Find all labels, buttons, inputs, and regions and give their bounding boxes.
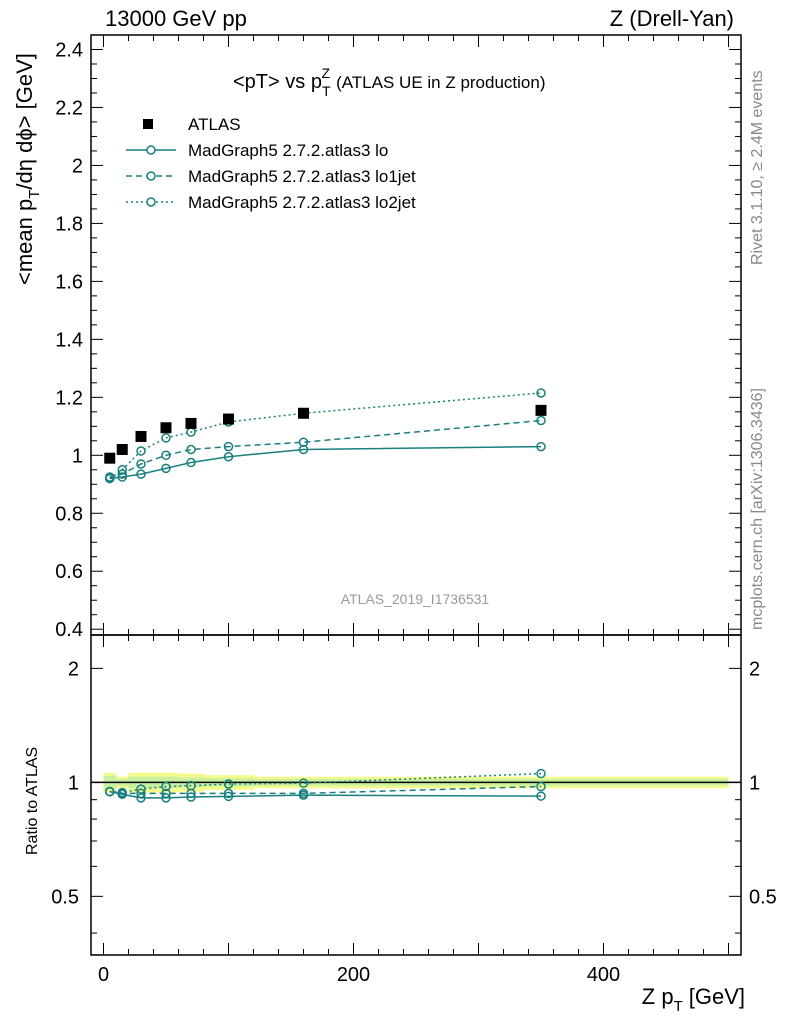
series-point-1 — [136, 459, 146, 469]
ratio-point-0 — [536, 791, 546, 801]
chart-title-rest: (ATLAS UE in Z production) — [336, 73, 545, 92]
series-point-0 — [117, 472, 127, 482]
series-point-1 — [536, 415, 546, 426]
chart-title-main: <pT> vs p — [233, 71, 322, 93]
ratio-point-2 — [536, 768, 546, 779]
y-axis-label: <mean pT/dη dϕ> [GeV] — [12, 53, 43, 285]
ratio-point-1 — [536, 781, 546, 792]
x-tick-label: 400 — [587, 964, 620, 986]
y-axis-label-post: /dη dϕ> [GeV] — [12, 53, 37, 189]
series-point-1 — [298, 437, 309, 447]
legend-label-0: MadGraph5 2.7.2.atlas3 lo — [188, 141, 388, 160]
ratio-point-2 — [117, 787, 127, 798]
ratio-y-axis-label: Ratio to ATLAS — [24, 747, 41, 855]
legend-marker-2 — [146, 197, 156, 207]
ratio-point-1 — [223, 788, 234, 799]
series-point-0 — [136, 469, 146, 479]
x-tick-label: 200 — [337, 964, 370, 986]
atlas-point — [223, 413, 234, 425]
ratio-tick-label: 0.5 — [51, 886, 79, 908]
ratio-tick-label: 0.5 — [749, 886, 777, 908]
y-tick-label: 1.4 — [55, 329, 83, 351]
y-tick-label: 2.2 — [55, 97, 83, 119]
x-axis-label: Z pT [GeV] — [642, 984, 745, 1015]
legend-label-1: MadGraph5 2.7.2.atlas3 lo1jet — [188, 167, 416, 186]
ratio-frame — [90, 634, 742, 956]
y-tick-label: 0.4 — [55, 619, 83, 641]
legend-label-2: MadGraph5 2.7.2.atlas3 lo2jet — [188, 193, 416, 212]
series-point-1 — [186, 444, 196, 455]
rivet-label: Rivet 3.1.10, ≥ 2.4M events — [749, 70, 766, 265]
series-point-2 — [105, 473, 115, 484]
atlas-point — [135, 430, 147, 442]
ratio-panel: 0 200 400 0.5 0.5 1 1 2 2 — [51, 634, 777, 986]
energy-label: 13000 GeV pp — [105, 6, 247, 31]
y-tick-label: 2 — [72, 155, 83, 177]
ratio-point-1 — [298, 788, 309, 799]
ratio-point-0 — [161, 793, 171, 803]
chart-title-sub: T — [322, 83, 331, 99]
ratio-tick-label: 2 — [68, 658, 79, 680]
atlas-point — [185, 417, 197, 429]
chart-title-sup: Z — [322, 65, 331, 81]
legend-marker-1 — [146, 171, 156, 181]
x-axis-label-sub: T — [674, 998, 683, 1015]
ratio-point-1 — [161, 788, 171, 799]
atlas-point — [535, 404, 547, 416]
series-point-2 — [117, 465, 127, 475]
ratio-point-2 — [223, 779, 234, 789]
analysis-label: ATLAS_2019_I1736531 — [341, 591, 490, 607]
ratio-point-2 — [136, 784, 146, 794]
y-axis-label-sub: T — [26, 190, 43, 199]
x-tick-label: 0 — [98, 964, 109, 986]
atlas-point — [298, 407, 309, 419]
atlas-point — [104, 452, 116, 464]
ratio-point-0 — [223, 791, 234, 802]
y-tick-label: 1.2 — [55, 387, 83, 409]
y-tick-label: 0.6 — [55, 561, 83, 583]
y-tick-label: 2.4 — [55, 39, 83, 61]
series-point-0 — [298, 444, 309, 455]
y-tick-label: 1 — [72, 445, 83, 467]
series-line-0 — [109, 445, 542, 480]
x-axis-label-pre: Z p — [642, 984, 674, 1009]
y-axis-label-pre: <mean p — [12, 199, 37, 285]
legend: ATLAS MadGraph5 2.7.2.atlas3 lo MadGraph5 … — [126, 115, 416, 212]
legend-label-atlas: ATLAS — [188, 115, 241, 134]
y-tick-label: 1.6 — [55, 271, 83, 293]
mcplots-label: mcplots.cern.ch [arXiv:1306.3436] — [749, 388, 766, 630]
series-point-1 — [223, 441, 234, 452]
series-point-2 — [161, 433, 171, 443]
series-line-1 — [109, 419, 542, 478]
series-point-0 — [223, 451, 234, 462]
ratio-point-2 — [161, 781, 171, 792]
ratio-tick-label: 2 — [749, 658, 760, 680]
series-point-1 — [161, 450, 171, 461]
legend-marker-atlas — [143, 119, 153, 129]
series-point-0 — [161, 463, 171, 474]
ratio-line-2 — [109, 772, 542, 794]
series-point-2 — [536, 388, 546, 398]
main-panel: 0.4 0.6 0.8 1 1.2 1.4 1.6 1.8 2 2.2 2.4 — [55, 34, 742, 641]
x-axis-label-post: [GeV] — [689, 984, 745, 1009]
process-label: Z (Drell-Yan) — [610, 6, 734, 31]
ratio-tick-label: 1 — [749, 772, 760, 794]
series-point-0 — [186, 457, 196, 468]
atlas-point — [116, 443, 128, 455]
y-tick-label: 0.8 — [55, 503, 83, 525]
series-point-0 — [536, 441, 546, 452]
atlas-point — [160, 422, 172, 434]
ratio-line-1 — [109, 785, 542, 795]
chart-title: <pT> vs pTZ (ATLAS UE in Z production) — [233, 65, 546, 99]
ratio-point-2 — [186, 780, 196, 791]
series-point-2 — [136, 446, 146, 456]
ratio-point-2 — [105, 786, 115, 797]
legend-marker-0 — [146, 145, 156, 155]
y-tick-label: 1.8 — [55, 213, 83, 235]
ratio-point-2 — [298, 778, 309, 788]
ratio-tick-label: 1 — [68, 772, 79, 794]
